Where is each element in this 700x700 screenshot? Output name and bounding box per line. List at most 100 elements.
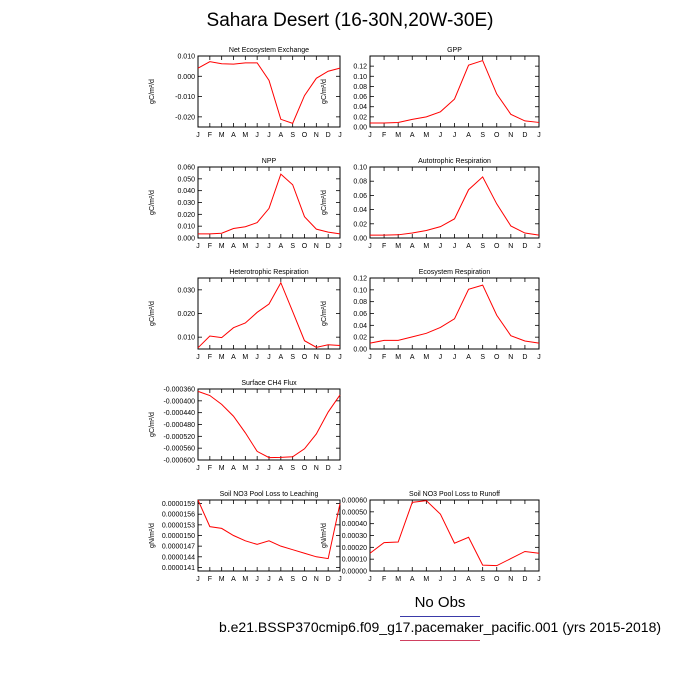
x-tick-label: M xyxy=(423,132,429,139)
x-tick-label: J xyxy=(453,243,457,250)
y-tick-label: 0.00030 xyxy=(342,533,367,540)
y-axis-label: gC/m²/d xyxy=(149,301,156,326)
panel-title: Soil NO3 Pool Loss to Runoff xyxy=(409,491,500,498)
legend-label: No Obs xyxy=(414,594,466,611)
y-tick-label: 0.0000150 xyxy=(162,533,195,540)
y-tick-label: 0.06 xyxy=(353,311,367,318)
y-tick-label: 0.04 xyxy=(353,207,367,214)
y-tick-label: 0.030 xyxy=(177,200,195,207)
y-tick-label: 0.040 xyxy=(177,188,195,195)
panel-title: Soil NO3 Pool Loss to Leaching xyxy=(220,491,319,498)
y-tick-label: 0.0000144 xyxy=(162,554,195,561)
y-axis-label: gC/m²/d xyxy=(321,190,328,215)
x-tick-label: M xyxy=(219,465,225,472)
x-tick-label: J xyxy=(196,243,200,250)
x-tick-label: A xyxy=(231,465,236,472)
y-tick-label: 0.02 xyxy=(353,335,367,342)
series-line xyxy=(198,173,341,235)
plot-frame xyxy=(197,166,341,239)
caption-rule xyxy=(400,640,480,641)
y-axis-label: gC/m²/d xyxy=(321,79,328,104)
y-tick-label: 0.08 xyxy=(353,299,367,306)
x-tick-label: S xyxy=(290,354,295,361)
x-tick-label: F xyxy=(382,354,386,361)
y-tick-label: 0.050 xyxy=(177,176,195,183)
series-line xyxy=(369,284,540,344)
chart-panel: Net Ecosystem Exchange gC/m²/d 0.010 0.000 -… xyxy=(149,47,342,139)
x-tick-label: M xyxy=(242,354,248,361)
y-tick-label: 0.04 xyxy=(353,104,367,111)
x-tick-label: A xyxy=(278,354,283,361)
y-tick-label: 0.000 xyxy=(177,236,195,243)
chart-panel: GPP gC/m²/d 0.00 0.02 0.04 0.06 0.08 0.10 0.12 J F… xyxy=(321,47,541,139)
x-tick-label: A xyxy=(231,132,236,139)
y-tick-label: 0.00010 xyxy=(342,557,367,564)
y-tick-label: 0.010 xyxy=(177,224,195,231)
y-axis-label: gC/m²/d xyxy=(321,301,328,326)
x-tick-label: J xyxy=(255,465,259,472)
x-tick-label: S xyxy=(290,132,295,139)
x-tick-label: J xyxy=(338,354,342,361)
x-tick-label: O xyxy=(302,576,308,583)
x-tick-label: F xyxy=(208,465,212,472)
x-tick-label: M xyxy=(395,132,401,139)
x-tick-label: J xyxy=(453,354,457,361)
x-tick-label: A xyxy=(278,132,283,139)
y-axis-label: gC/m²/d xyxy=(149,190,156,215)
chart-panel: Surface CH4 Flux gC/m²/d -0.000360 -0.00040… xyxy=(149,380,342,472)
y-tick-label: 0.10 xyxy=(353,287,367,294)
x-tick-label: F xyxy=(382,243,386,250)
x-tick-label: J xyxy=(439,354,443,361)
x-tick-label: J xyxy=(439,576,443,583)
y-tick-label: 0.06 xyxy=(353,193,367,200)
panel-title: Heterotrophic Respiration xyxy=(229,269,308,276)
x-tick-label: J xyxy=(267,465,271,472)
y-tick-label: -0.010 xyxy=(175,94,195,101)
x-tick-label: A xyxy=(410,576,415,583)
x-tick-label: A xyxy=(466,354,471,361)
y-tick-label: 0.08 xyxy=(353,179,367,186)
x-tick-label: J xyxy=(255,243,259,250)
x-tick-label: A xyxy=(231,354,236,361)
y-tick-label: 0.00000 xyxy=(342,569,367,576)
x-tick-label: M xyxy=(423,354,429,361)
x-tick-label: J xyxy=(267,354,271,361)
x-tick-label: M xyxy=(395,243,401,250)
x-tick-label: F xyxy=(208,132,212,139)
panel-title: GPP xyxy=(447,47,462,54)
chart-panel: Soil NO3 Pool Loss to Leaching gN/m²/d 0.0… xyxy=(149,491,342,583)
x-tick-label: D xyxy=(326,132,331,139)
chart-panel: Ecosystem Respiration gC/m²/d 0.00 0.02 0.04… xyxy=(321,269,541,361)
chart-panel: NPP gC/m²/d 0.000 0.010 0.020 0.030 0.040 0.050… xyxy=(149,158,342,250)
plot-frame xyxy=(197,499,341,572)
figure-title: Sahara Desert (16-30N,20W-30E) xyxy=(206,10,494,31)
y-tick-label: 0.0000153 xyxy=(162,522,195,529)
x-tick-label: N xyxy=(314,576,319,583)
x-tick-label: F xyxy=(208,576,212,583)
x-tick-label: F xyxy=(208,354,212,361)
x-tick-label: J xyxy=(537,243,541,250)
x-tick-label: M xyxy=(219,132,225,139)
x-tick-label: N xyxy=(508,576,513,583)
x-tick-label: D xyxy=(326,576,331,583)
x-tick-label: J xyxy=(267,132,271,139)
y-tick-label: 0.0000159 xyxy=(162,501,195,508)
y-tick-label: 0.00020 xyxy=(342,545,367,552)
y-tick-label: 0.02 xyxy=(353,221,367,228)
y-tick-label: 0.00 xyxy=(353,125,367,132)
y-tick-label: -0.000480 xyxy=(163,422,195,429)
y-tick-label: -0.000360 xyxy=(163,387,195,394)
plot-frame xyxy=(369,55,540,128)
y-tick-label: 0.0000147 xyxy=(162,544,195,551)
y-tick-label: -0.000560 xyxy=(163,446,195,453)
x-tick-label: M xyxy=(423,576,429,583)
y-axis-label: gN/m²/d xyxy=(321,523,328,548)
series-line xyxy=(197,499,341,560)
x-tick-label: M xyxy=(242,243,248,250)
x-tick-label: F xyxy=(208,243,212,250)
y-tick-label: 0.000 xyxy=(177,74,195,81)
x-tick-label: S xyxy=(480,132,485,139)
x-tick-label: M xyxy=(395,354,401,361)
x-tick-label: J xyxy=(255,576,259,583)
x-tick-label: O xyxy=(302,132,308,139)
